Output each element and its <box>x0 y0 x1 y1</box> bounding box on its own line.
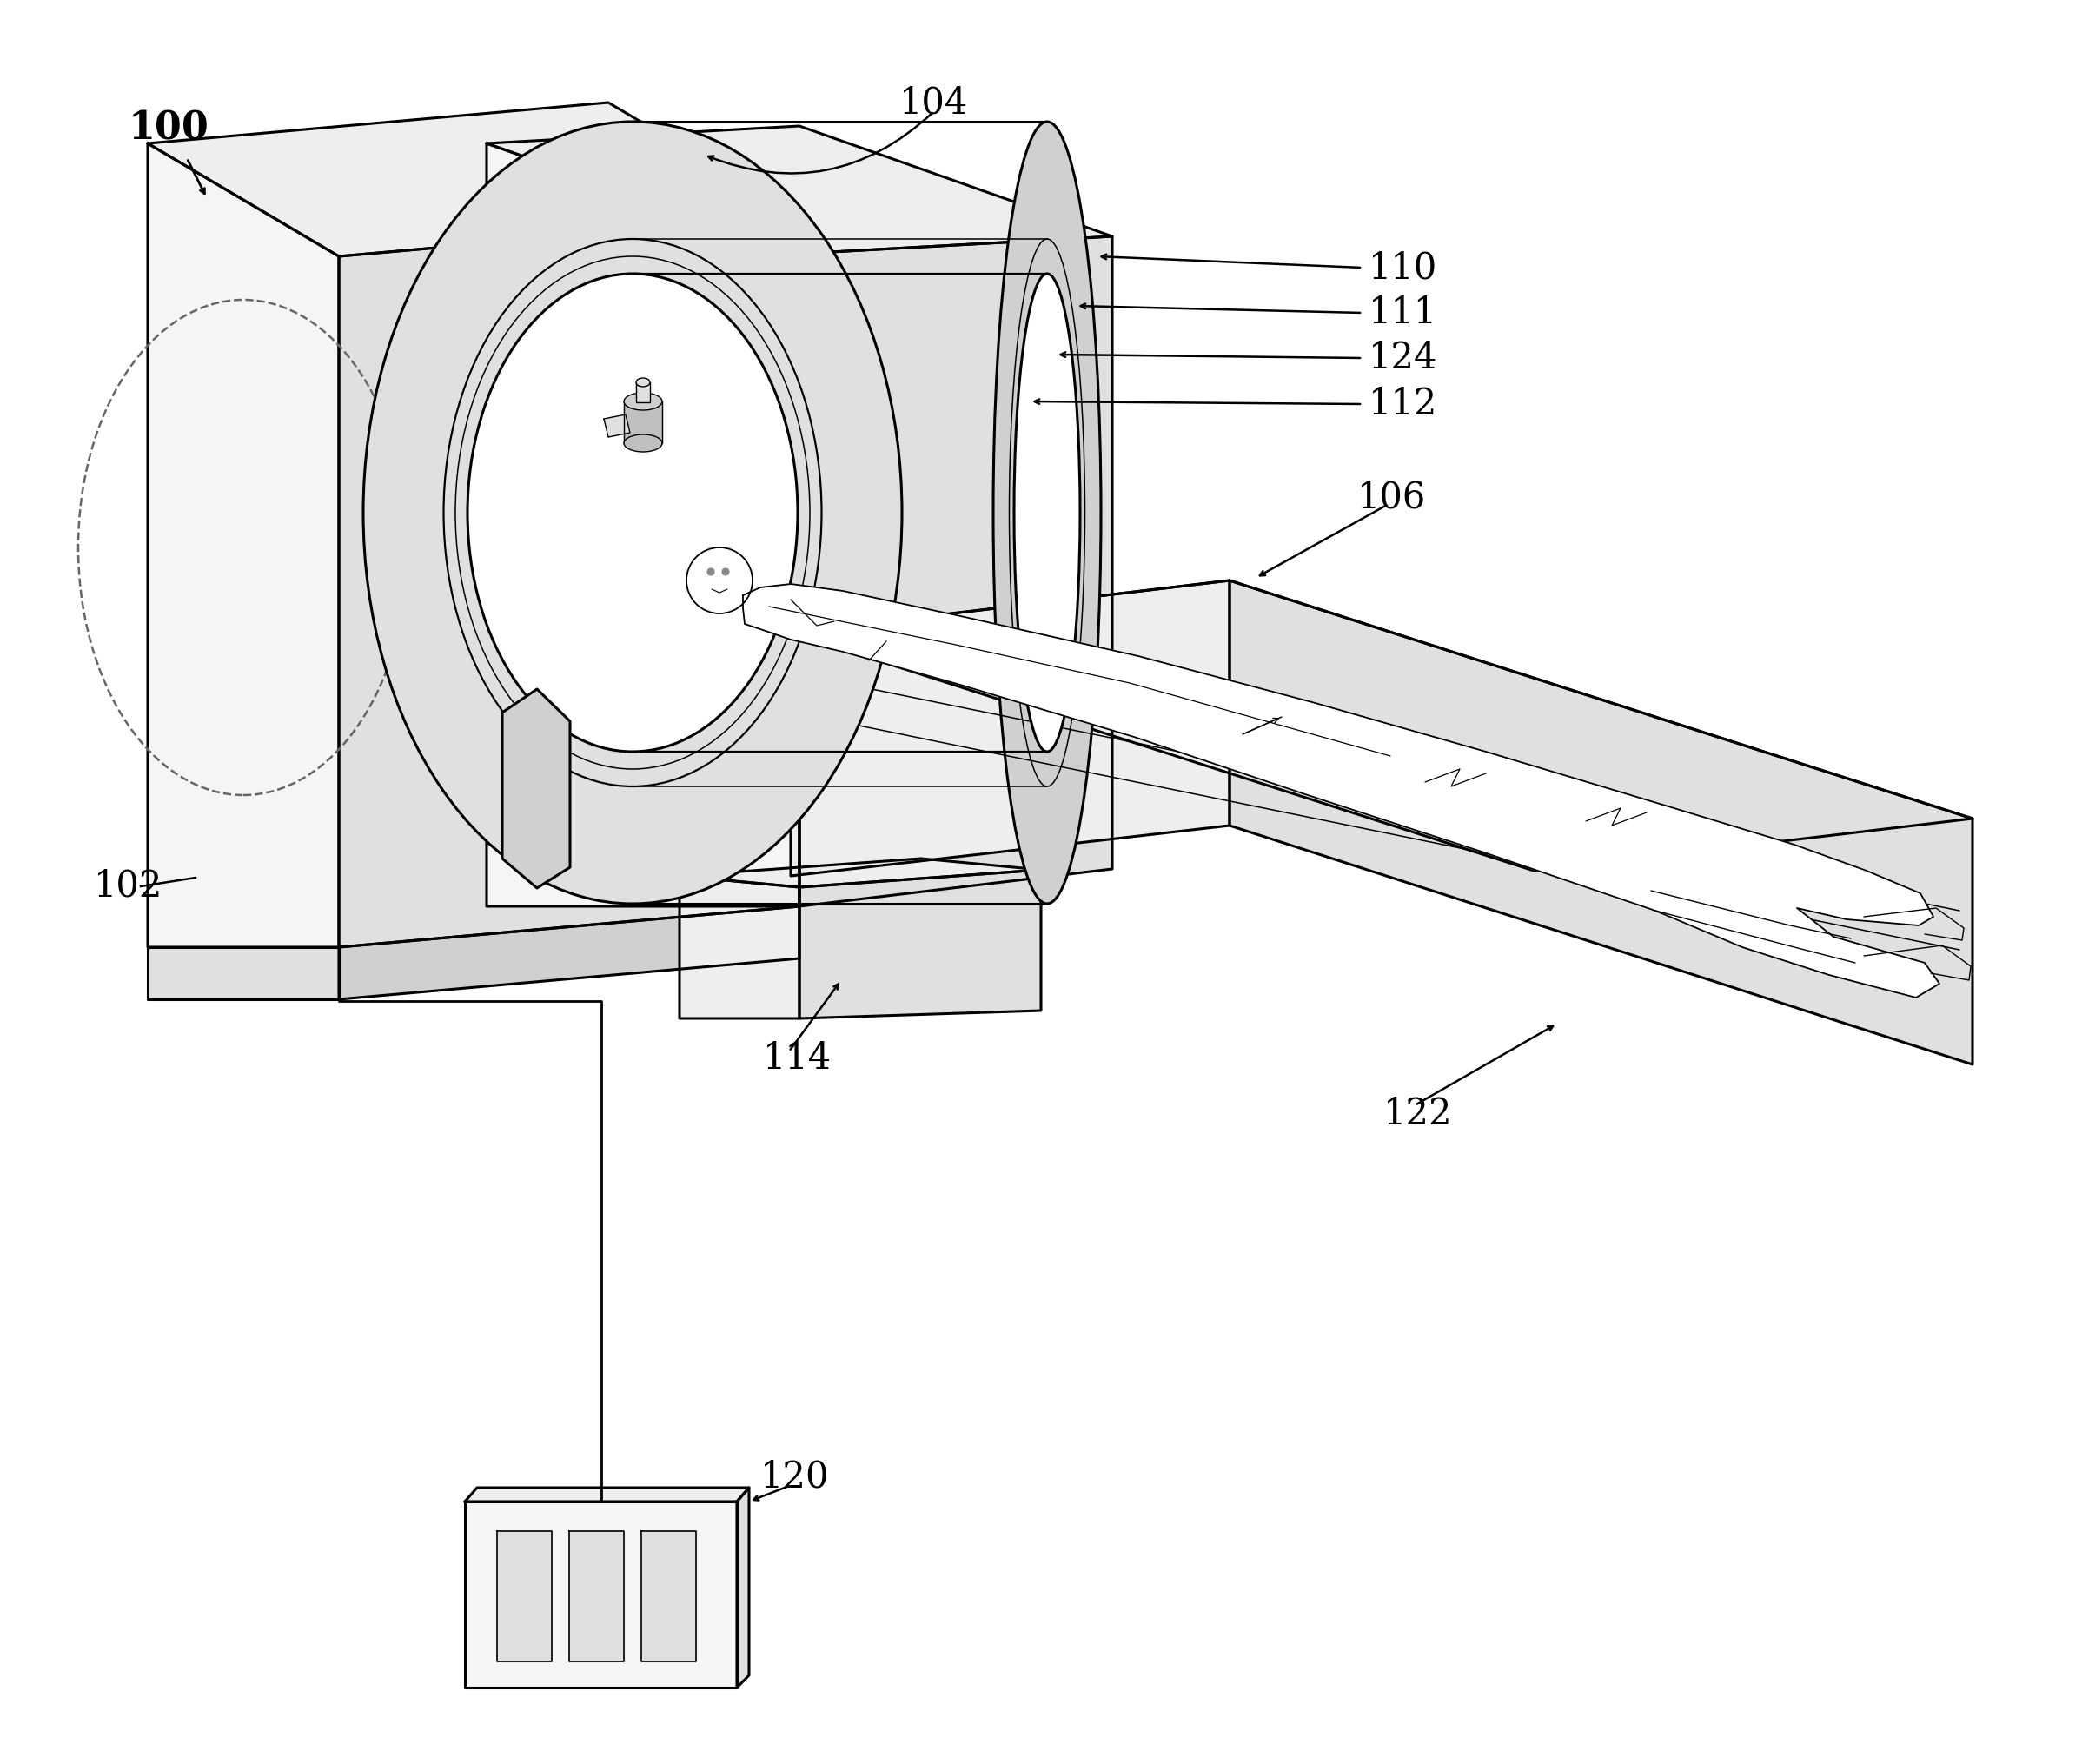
Polygon shape <box>743 584 1940 998</box>
Ellipse shape <box>625 434 662 452</box>
Polygon shape <box>604 415 631 437</box>
Polygon shape <box>679 877 799 1018</box>
Ellipse shape <box>625 393 662 411</box>
Text: 102: 102 <box>94 868 162 905</box>
Polygon shape <box>339 215 799 947</box>
Polygon shape <box>799 870 1041 1018</box>
Polygon shape <box>487 143 799 907</box>
Text: 104: 104 <box>899 85 968 120</box>
Polygon shape <box>148 102 799 256</box>
Polygon shape <box>641 1531 695 1662</box>
Polygon shape <box>791 580 1230 877</box>
Polygon shape <box>487 125 1112 254</box>
Polygon shape <box>791 580 1972 871</box>
Polygon shape <box>502 690 570 887</box>
Polygon shape <box>568 1531 625 1662</box>
Text: 124: 124 <box>1368 340 1439 376</box>
Text: 112: 112 <box>1368 386 1437 422</box>
Text: 120: 120 <box>760 1459 829 1496</box>
Circle shape <box>722 568 729 575</box>
Polygon shape <box>679 859 1041 887</box>
Polygon shape <box>339 907 799 1000</box>
Polygon shape <box>464 1487 750 1501</box>
Ellipse shape <box>468 273 797 751</box>
Circle shape <box>708 568 714 575</box>
Text: 100: 100 <box>129 109 210 146</box>
Polygon shape <box>148 947 339 1000</box>
Text: 114: 114 <box>762 1041 833 1076</box>
Ellipse shape <box>993 122 1101 903</box>
Ellipse shape <box>637 377 650 386</box>
Polygon shape <box>1230 580 1972 1064</box>
Polygon shape <box>799 236 1112 907</box>
Text: 111: 111 <box>1368 295 1437 332</box>
Ellipse shape <box>1014 273 1081 751</box>
Polygon shape <box>498 1531 552 1662</box>
Polygon shape <box>737 1487 750 1688</box>
Polygon shape <box>464 1501 737 1688</box>
Polygon shape <box>637 383 650 402</box>
Polygon shape <box>148 143 339 947</box>
Polygon shape <box>625 402 662 443</box>
Text: 106: 106 <box>1357 478 1426 515</box>
Circle shape <box>687 547 752 614</box>
Text: 122: 122 <box>1382 1095 1453 1132</box>
Ellipse shape <box>362 122 902 903</box>
Text: 110: 110 <box>1368 249 1437 286</box>
